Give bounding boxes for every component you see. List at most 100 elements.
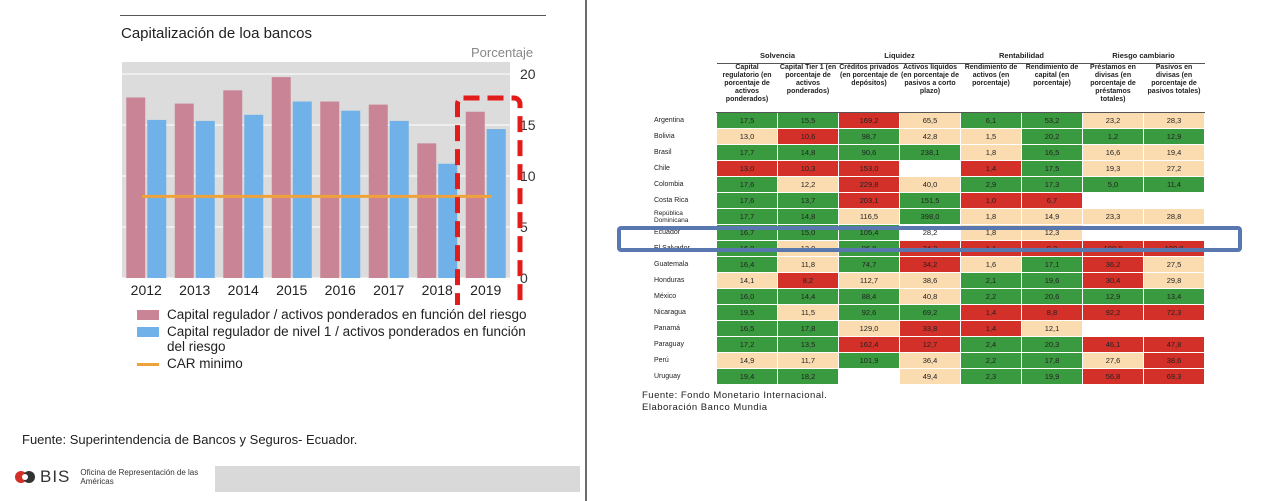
table-cell: 1,4 xyxy=(960,160,1022,177)
y-tick-label: 0 xyxy=(520,270,528,286)
table-cell: 17,7 xyxy=(716,144,778,161)
table-cell: 14,8 xyxy=(777,144,839,161)
column-header: Capital regulatorio (en porcentaje de ac… xyxy=(716,63,778,113)
country-label: Colombia xyxy=(654,181,684,188)
table-cell: 16,5 xyxy=(716,320,778,337)
table-cell: 1,8 xyxy=(960,208,1022,225)
group-header: Riesgo cambiario xyxy=(1082,47,1205,64)
table-cell: 34,2 xyxy=(899,256,961,273)
column-header: Capital Tier 1 (en porcentaje de activos… xyxy=(777,63,839,113)
bar-series2 xyxy=(438,163,458,278)
table-cell: 23,3 xyxy=(1082,208,1144,225)
table-cell: 17,8 xyxy=(1021,352,1083,369)
legend-item: CAR minimo xyxy=(137,356,527,371)
table-cell: 17,5 xyxy=(1021,160,1083,177)
chart-legend: Capital regulador / activos ponderados e… xyxy=(137,307,527,373)
legend-label: Capital regulador de nivel 1 / activos p… xyxy=(167,324,526,354)
bar-series1 xyxy=(465,111,485,279)
x-tick-label: 2015 xyxy=(276,282,307,298)
legend-label: Capital regulador / activos ponderados e… xyxy=(167,307,527,322)
footer-bar xyxy=(215,466,580,492)
column-header: Activos líquidos (en porcentaje de pasiv… xyxy=(899,63,961,113)
table-cell: 12,9 xyxy=(1082,288,1144,305)
table-cell: 65,5 xyxy=(899,112,961,129)
country-label: Perú xyxy=(654,357,669,364)
table-cell xyxy=(838,368,900,385)
table-row: Paraguay 17,2 13,5 162,4 12,7 2,4 20,3 46,1 47,8 xyxy=(648,336,1205,353)
table-cell: 19,4 xyxy=(1143,144,1205,161)
table-cell: 17,3 xyxy=(1021,176,1083,193)
right-panel: Solvencia Liquidez Rentabilidad Riesgo camb… xyxy=(588,0,1280,501)
table-cell: 12,9 xyxy=(1143,128,1205,145)
table-row: Uruguay 19,4 18,2 49,4 2,3 19,9 56,8 69,3 xyxy=(648,368,1205,385)
table-cell: 1,4 xyxy=(960,304,1022,321)
table-cell: 13,4 xyxy=(1143,288,1205,305)
table-cell: 16,0 xyxy=(716,288,778,305)
chart-title: Capitalización de loa bancos xyxy=(121,25,312,42)
ecuador-highlight-box xyxy=(617,226,1242,252)
group-header: Rentabilidad xyxy=(960,47,1083,64)
table-row: Guatemala 16,4 11,8 74,7 34,2 1,6 17,1 36,2 27,5 xyxy=(648,256,1205,273)
table-cell: 42,8 xyxy=(899,128,961,145)
country-label: Costa Rica xyxy=(654,197,689,204)
table-cell xyxy=(1082,192,1144,209)
table-cell: 27,6 xyxy=(1082,352,1144,369)
table-cell: 2,4 xyxy=(960,336,1022,353)
table-cell: 8,8 xyxy=(1021,304,1083,321)
country-label: Nicaragua xyxy=(654,309,686,316)
table-cell: 56,8 xyxy=(1082,368,1144,385)
table-cell: 17,5 xyxy=(716,112,778,129)
table-cell: 49,4 xyxy=(899,368,961,385)
legend-swatch xyxy=(137,363,159,366)
source-line-2: Elaboración Banco Mundia xyxy=(642,402,768,413)
table-cell: 36,4 xyxy=(899,352,961,369)
column-header: Créditos privados (en porcentaje de depó… xyxy=(838,63,900,113)
table-cell: 13,0 xyxy=(716,160,778,177)
table-cell: 69,2 xyxy=(899,304,961,321)
table-cell: 238,1 xyxy=(899,144,961,161)
table-cell: 20,2 xyxy=(1021,128,1083,145)
corner-cell xyxy=(648,47,717,64)
legend-item: Capital regulador de nivel 1 / activos p… xyxy=(137,324,527,354)
table-cell: 10,3 xyxy=(777,160,839,177)
y-tick-label: 5 xyxy=(520,219,528,235)
column-header: Rendimiento de activos (en porcentaje) xyxy=(960,63,1022,113)
legend-swatch xyxy=(137,310,159,320)
table-cell: 20,6 xyxy=(1021,288,1083,305)
bar-series1 xyxy=(320,101,340,278)
table-cell: 10,6 xyxy=(777,128,839,145)
table-cell: 23,2 xyxy=(1082,112,1144,129)
table-cell: 16,6 xyxy=(1082,144,1144,161)
table-cell: 14,8 xyxy=(777,208,839,225)
table-cell: 69,3 xyxy=(1143,368,1205,385)
legend-label: CAR minimo xyxy=(167,356,243,371)
x-tick-label: 2016 xyxy=(325,282,356,298)
table-cell: 17,6 xyxy=(716,176,778,193)
table-row: República Dominicana 17,7 14,8 116,5 398,0 1,… xyxy=(648,208,1205,225)
table-cell: 1,8 xyxy=(960,144,1022,161)
column-header: Préstamos en divisas (en porcentaje de p… xyxy=(1082,63,1144,113)
table-cell xyxy=(899,160,961,177)
table-cell: 5,0 xyxy=(1082,176,1144,193)
table-cell: 1,4 xyxy=(960,320,1022,337)
column-header: Pasivos en divisas (en porcentaje de pas… xyxy=(1143,63,1205,113)
country-label: Brasil xyxy=(654,149,672,156)
group-header: Liquidez xyxy=(838,47,961,64)
table-cell: 14,4 xyxy=(777,288,839,305)
table-cell: 20,3 xyxy=(1021,336,1083,353)
table-cell: 19,3 xyxy=(1082,160,1144,177)
table-cell: 17,1 xyxy=(1021,256,1083,273)
table-cell: 12,2 xyxy=(777,176,839,193)
banking-indicators-table: Solvencia Liquidez Rentabilidad Riesgo camb… xyxy=(648,47,1205,385)
table-cell: 92,6 xyxy=(838,304,900,321)
table-cell: 14,1 xyxy=(716,272,778,289)
table-cell: 19,4 xyxy=(716,368,778,385)
table-row: Nicaragua 19,5 11,5 92,6 69,2 1,4 8,8 92,2 72,3 xyxy=(648,304,1205,321)
x-tick-label: 2013 xyxy=(179,282,210,298)
table-cell xyxy=(1082,320,1144,337)
table-cell: 40,8 xyxy=(899,288,961,305)
table-cell: 16,5 xyxy=(1021,144,1083,161)
table-cell: 11,7 xyxy=(777,352,839,369)
table-row: Colombia 17,6 12,2 229,8 40,0 2,9 17,3 5,0 11,4 xyxy=(648,176,1205,193)
bar-series2 xyxy=(292,101,312,278)
